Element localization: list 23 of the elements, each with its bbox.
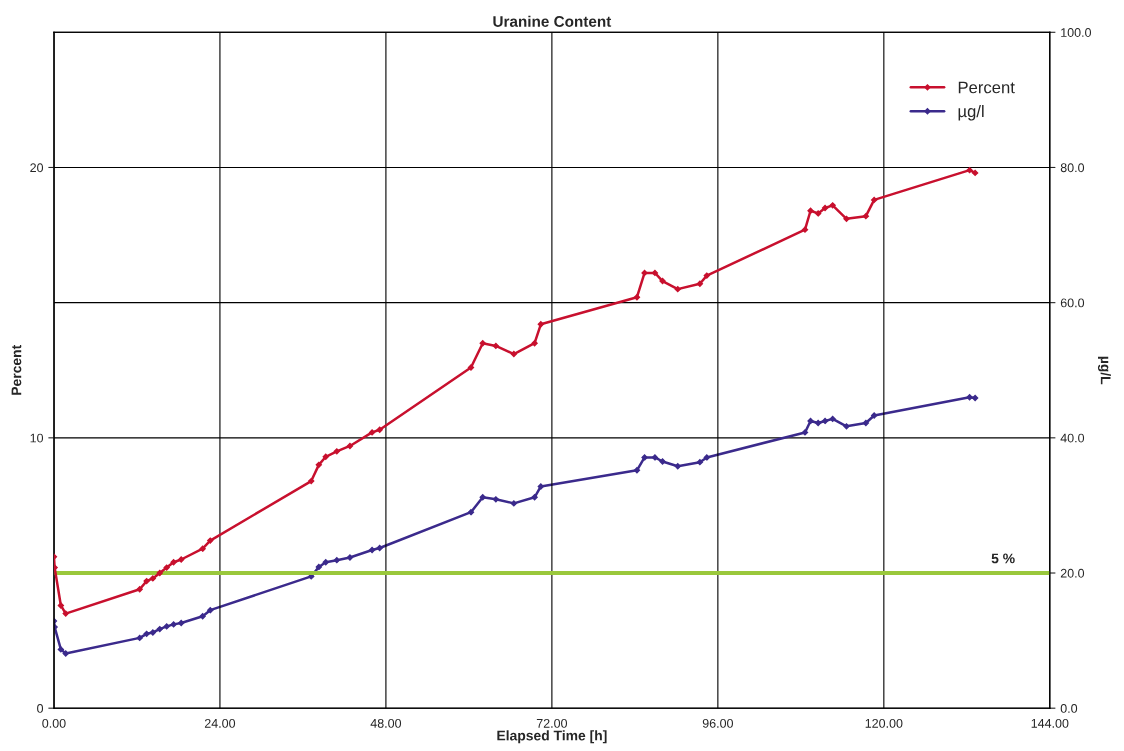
y-tick-label: 10 <box>30 433 44 443</box>
x-axis-title: Elapsed Time [h] <box>497 730 607 744</box>
x-tick-label: 144.00 <box>1031 718 1069 728</box>
y2-tick-label: 60.0 <box>1060 298 1085 308</box>
x-tick-label: 96.00 <box>702 718 734 728</box>
x-tick-label: 0.00 <box>42 718 66 728</box>
x-tick-label: 72.00 <box>536 718 568 728</box>
x-tick-label: 48.00 <box>370 718 402 728</box>
y-tick-label: 20 <box>30 163 44 173</box>
x-tick-label: 120.00 <box>865 718 903 728</box>
y2-axis-title: µg/L <box>1097 356 1111 385</box>
y2-tick-label: 100.0 <box>1061 28 1092 37</box>
chart-title: Uranine Content <box>493 15 612 27</box>
legend-label: µg/l <box>958 104 984 121</box>
legend-label: Percent <box>958 81 1015 94</box>
ref-line-label: 5 % <box>991 553 1015 564</box>
y-tick-label: 0 <box>37 703 44 713</box>
y2-tick-label: 0.0 <box>1060 703 1078 713</box>
y2-tick-label: 20.0 <box>1060 568 1085 578</box>
y-axis-title: Percent <box>11 344 22 395</box>
y2-tick-label: 80.0 <box>1060 163 1085 173</box>
x-tick-label: 24.00 <box>204 718 236 728</box>
y2-tick-label: 40.0 <box>1060 433 1085 443</box>
